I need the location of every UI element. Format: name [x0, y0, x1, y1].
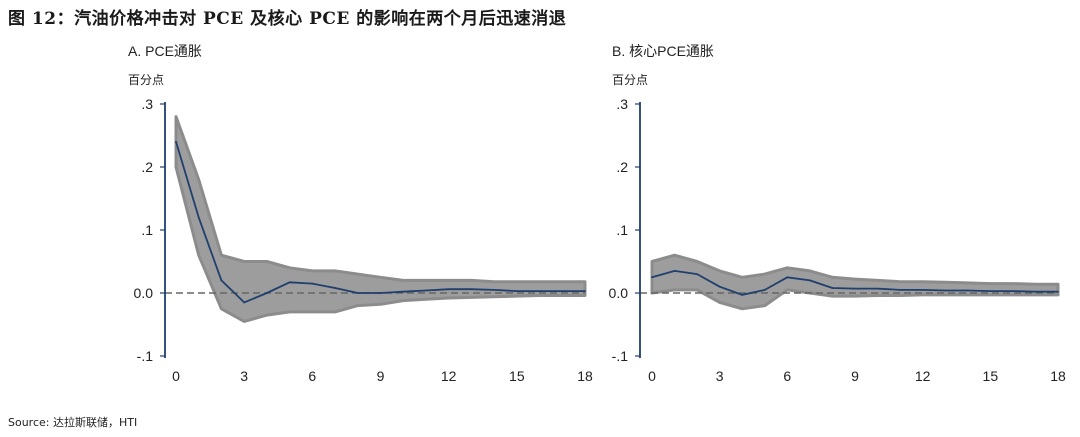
panel-a-xtick-label: 18 — [577, 368, 593, 384]
panel-a-estimate-point — [447, 288, 450, 291]
panel-a-estimate-point — [470, 288, 473, 291]
panel-b-series — [651, 269, 1059, 296]
panel-b-ytick-label: 0.0 — [609, 285, 629, 301]
panel-a-estimate-point — [425, 289, 427, 292]
panel-a-xtick-label: 9 — [377, 368, 385, 384]
panel-b-ytick-label: .3 — [616, 96, 628, 112]
panel-a-estimate-point — [220, 279, 223, 282]
panel-b-estimate-point — [876, 287, 879, 290]
panel-b-ytick-label: -.1 — [612, 348, 629, 364]
panel-a-estimate-point — [561, 290, 564, 293]
panel-a-estimate-point — [334, 287, 336, 289]
panel-a-band — [174, 115, 587, 323]
panel-a-estimate-point — [538, 290, 541, 293]
panel-b-estimate-point — [921, 288, 924, 291]
panel-a-title: A. PCE通胀 — [128, 43, 202, 59]
panel-a-axes — [160, 102, 166, 358]
panel-b-ticks: .3 .2 .1 0.0 -.1 0 3 6 9 12 15 18 — [609, 96, 1066, 384]
panel-a-estimate-point — [402, 290, 405, 293]
panel-b-estimate-point — [651, 276, 653, 279]
panel-b-estimate-point — [1057, 290, 1059, 293]
panel-a-ylabel: 百分点 — [128, 73, 164, 87]
panel-b-estimate-point — [1034, 290, 1037, 293]
panel-a: A. PCE通胀 百分点 .3 .2 .1 0.0 -.1 0 3 6 9 12 15 18 — [128, 43, 593, 384]
panel-b-axes — [635, 102, 641, 358]
source-note: Source: 达拉斯联储，HTI — [8, 416, 138, 429]
panel-a-ytick-label: .3 — [141, 96, 153, 112]
panel-a-estimate-point — [197, 216, 200, 219]
panel-b-estimate-point — [854, 287, 856, 290]
panel-a-xtick-label: 0 — [172, 368, 180, 384]
panel-a-confidence-band — [174, 115, 587, 323]
panel-b-estimate-point — [944, 289, 947, 292]
panel-b-estimate-point — [808, 279, 811, 282]
panel-b-estimate-point — [763, 288, 766, 291]
panel-b-estimate-point — [786, 276, 789, 279]
panel-a-estimate-point — [515, 290, 518, 293]
panel-b-estimate-point — [673, 270, 676, 272]
panel-b-xtick-label: 15 — [983, 368, 999, 384]
panel-a-estimate-point — [288, 281, 291, 284]
panel-b-ytick-label: .1 — [616, 222, 628, 238]
panel-a-ytick-label: .1 — [141, 222, 153, 238]
panel-a-estimate-point — [175, 140, 177, 143]
panel-b-estimate-point — [696, 273, 699, 275]
panel-b-xtick-label: 3 — [716, 368, 724, 384]
panel-a-xtick-label: 15 — [509, 368, 525, 384]
figure-title: 图 12：汽油价格冲击对 PCE 及核心 PCE 的影响在两个月后迅速消退 — [8, 9, 567, 29]
panel-a-xtick-label: 12 — [441, 368, 457, 384]
panel-a-estimate-point — [265, 292, 268, 294]
panel-a-xtick-label: 3 — [240, 368, 248, 384]
panel-b: B. 核心PCE通胀 百分点 .3 .2 .1 0.0 -.1 0 3 6 9 12 15 18 — [609, 43, 1066, 384]
panel-a-estimate-point — [356, 292, 359, 294]
panel-b-estimate-point — [899, 288, 902, 291]
panel-b-estimate-point — [741, 293, 744, 296]
panel-a-series — [175, 140, 586, 304]
panel-b-xtick-label: 18 — [1050, 368, 1066, 384]
panel-b-xtick-label: 6 — [783, 368, 791, 384]
panel-a-estimate-point — [379, 292, 382, 294]
panel-b-ylabel: 百分点 — [612, 73, 648, 87]
panel-b-xtick-label: 12 — [915, 368, 931, 384]
panel-b-band — [650, 253, 1060, 311]
panel-b-estimate-point — [718, 285, 721, 288]
panel-a-ticks: .3 .2 .1 0.0 -.1 0 3 6 9 12 15 18 — [134, 96, 593, 384]
panel-a-ytick-label: -.1 — [137, 348, 154, 364]
panel-b-estimate-point — [831, 287, 834, 289]
panel-b-title: B. 核心PCE通胀 — [612, 43, 714, 59]
panel-a-xtick-label: 6 — [308, 368, 316, 384]
panel-b-estimate-point — [1011, 290, 1014, 293]
panel-b-confidence-band — [650, 253, 1060, 311]
panel-b-estimate-point — [989, 290, 992, 293]
panel-b-estimate-point — [966, 289, 969, 292]
panel-b-xtick-label: 0 — [648, 368, 656, 384]
panel-a-ytick-label: .2 — [141, 159, 153, 175]
panel-a-estimate-point — [584, 290, 586, 293]
panel-a-estimate-point — [493, 288, 496, 291]
panel-a-estimate-point — [243, 301, 246, 304]
panel-b-xtick-label: 9 — [851, 368, 859, 384]
panel-b-ytick-label: .2 — [616, 159, 628, 175]
panel-a-ytick-label: 0.0 — [134, 285, 154, 301]
panel-a-estimate-point — [311, 282, 314, 285]
